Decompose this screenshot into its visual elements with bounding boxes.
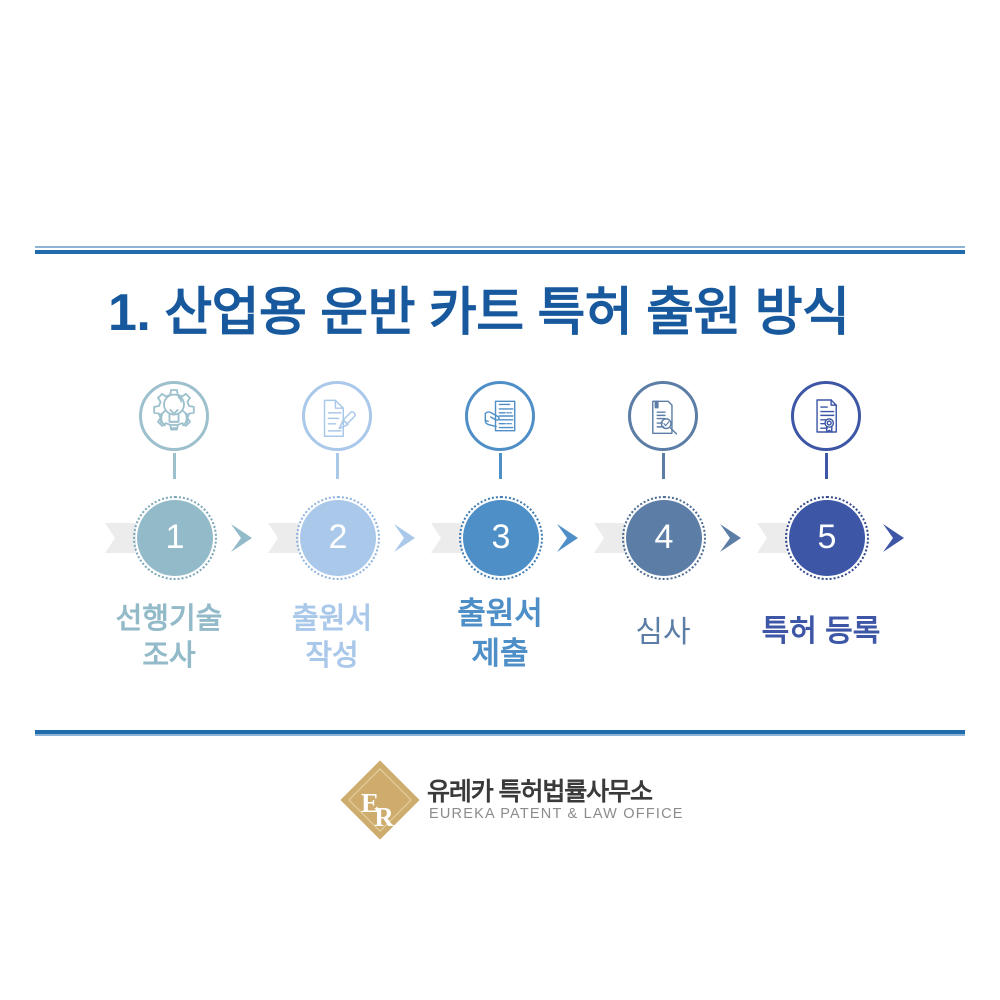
- svg-text:R: R: [374, 802, 394, 832]
